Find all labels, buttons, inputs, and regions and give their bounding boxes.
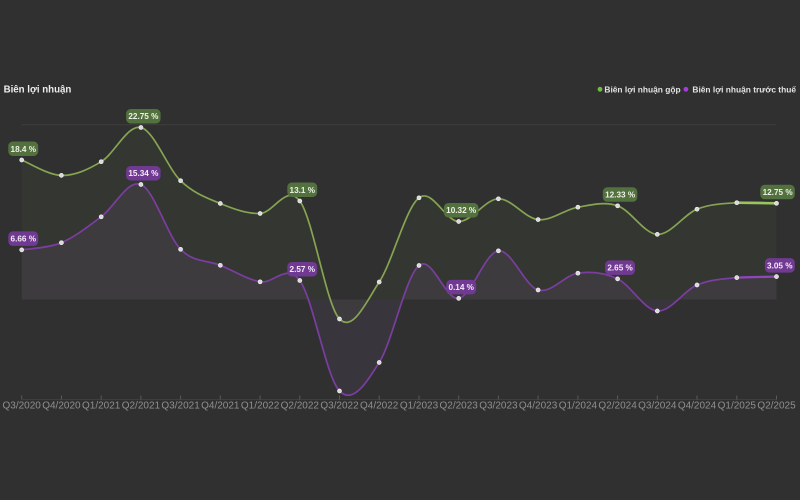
- svg-text:Q2/2022: Q2/2022: [281, 400, 320, 411]
- svg-text:Q3/2022: Q3/2022: [320, 400, 359, 411]
- svg-text:Q3/2021: Q3/2021: [161, 400, 200, 411]
- svg-text:10.32 %: 10.32 %: [446, 206, 477, 215]
- svg-text:Q4/2021: Q4/2021: [201, 400, 240, 411]
- svg-text:Q1/2022: Q1/2022: [241, 400, 280, 411]
- svg-text:12.75 %: 12.75 %: [763, 188, 794, 197]
- svg-text:18.4 %: 18.4 %: [11, 145, 37, 154]
- svg-text:12.33 %: 12.33 %: [605, 191, 636, 200]
- svg-text:Q4/2023: Q4/2023: [519, 400, 558, 411]
- svg-text:Q2/2023: Q2/2023: [440, 400, 479, 411]
- svg-text:Q3/2020: Q3/2020: [3, 400, 42, 411]
- svg-text:Q3/2023: Q3/2023: [479, 400, 518, 411]
- svg-text:Biên lợi nhuận gộp: Biên lợi nhuận gộp: [604, 85, 680, 95]
- svg-text:Q4/2022: Q4/2022: [360, 400, 399, 411]
- svg-text:Q1/2024: Q1/2024: [559, 400, 598, 411]
- svg-text:15.34 %: 15.34 %: [128, 169, 159, 178]
- svg-text:Q1/2021: Q1/2021: [82, 400, 121, 411]
- svg-text:0.14 %: 0.14 %: [448, 283, 474, 292]
- svg-text:Q2/2025: Q2/2025: [757, 400, 796, 411]
- svg-text:Biên lợi nhuận: Biên lợi nhuận: [4, 85, 72, 96]
- svg-text:2.65 %: 2.65 %: [607, 264, 633, 273]
- svg-text:2.57 %: 2.57 %: [290, 265, 316, 274]
- svg-text:6.66 %: 6.66 %: [11, 235, 37, 244]
- svg-text:13.1 %: 13.1 %: [290, 186, 316, 195]
- svg-text:Q2/2024: Q2/2024: [598, 400, 637, 411]
- svg-text:Biên lợi nhuận trước thuế: Biên lợi nhuận trước thuế: [692, 85, 796, 95]
- svg-text:3.05 %: 3.05 %: [767, 261, 793, 270]
- svg-text:Q1/2023: Q1/2023: [400, 400, 439, 411]
- svg-text:Q4/2020: Q4/2020: [42, 400, 81, 411]
- svg-text:Q3/2024: Q3/2024: [638, 400, 677, 411]
- svg-text:Q4/2024: Q4/2024: [678, 400, 717, 411]
- svg-text:Q2/2021: Q2/2021: [122, 400, 161, 411]
- svg-text:22.75 %: 22.75 %: [128, 112, 159, 121]
- svg-text:Q1/2025: Q1/2025: [718, 400, 757, 411]
